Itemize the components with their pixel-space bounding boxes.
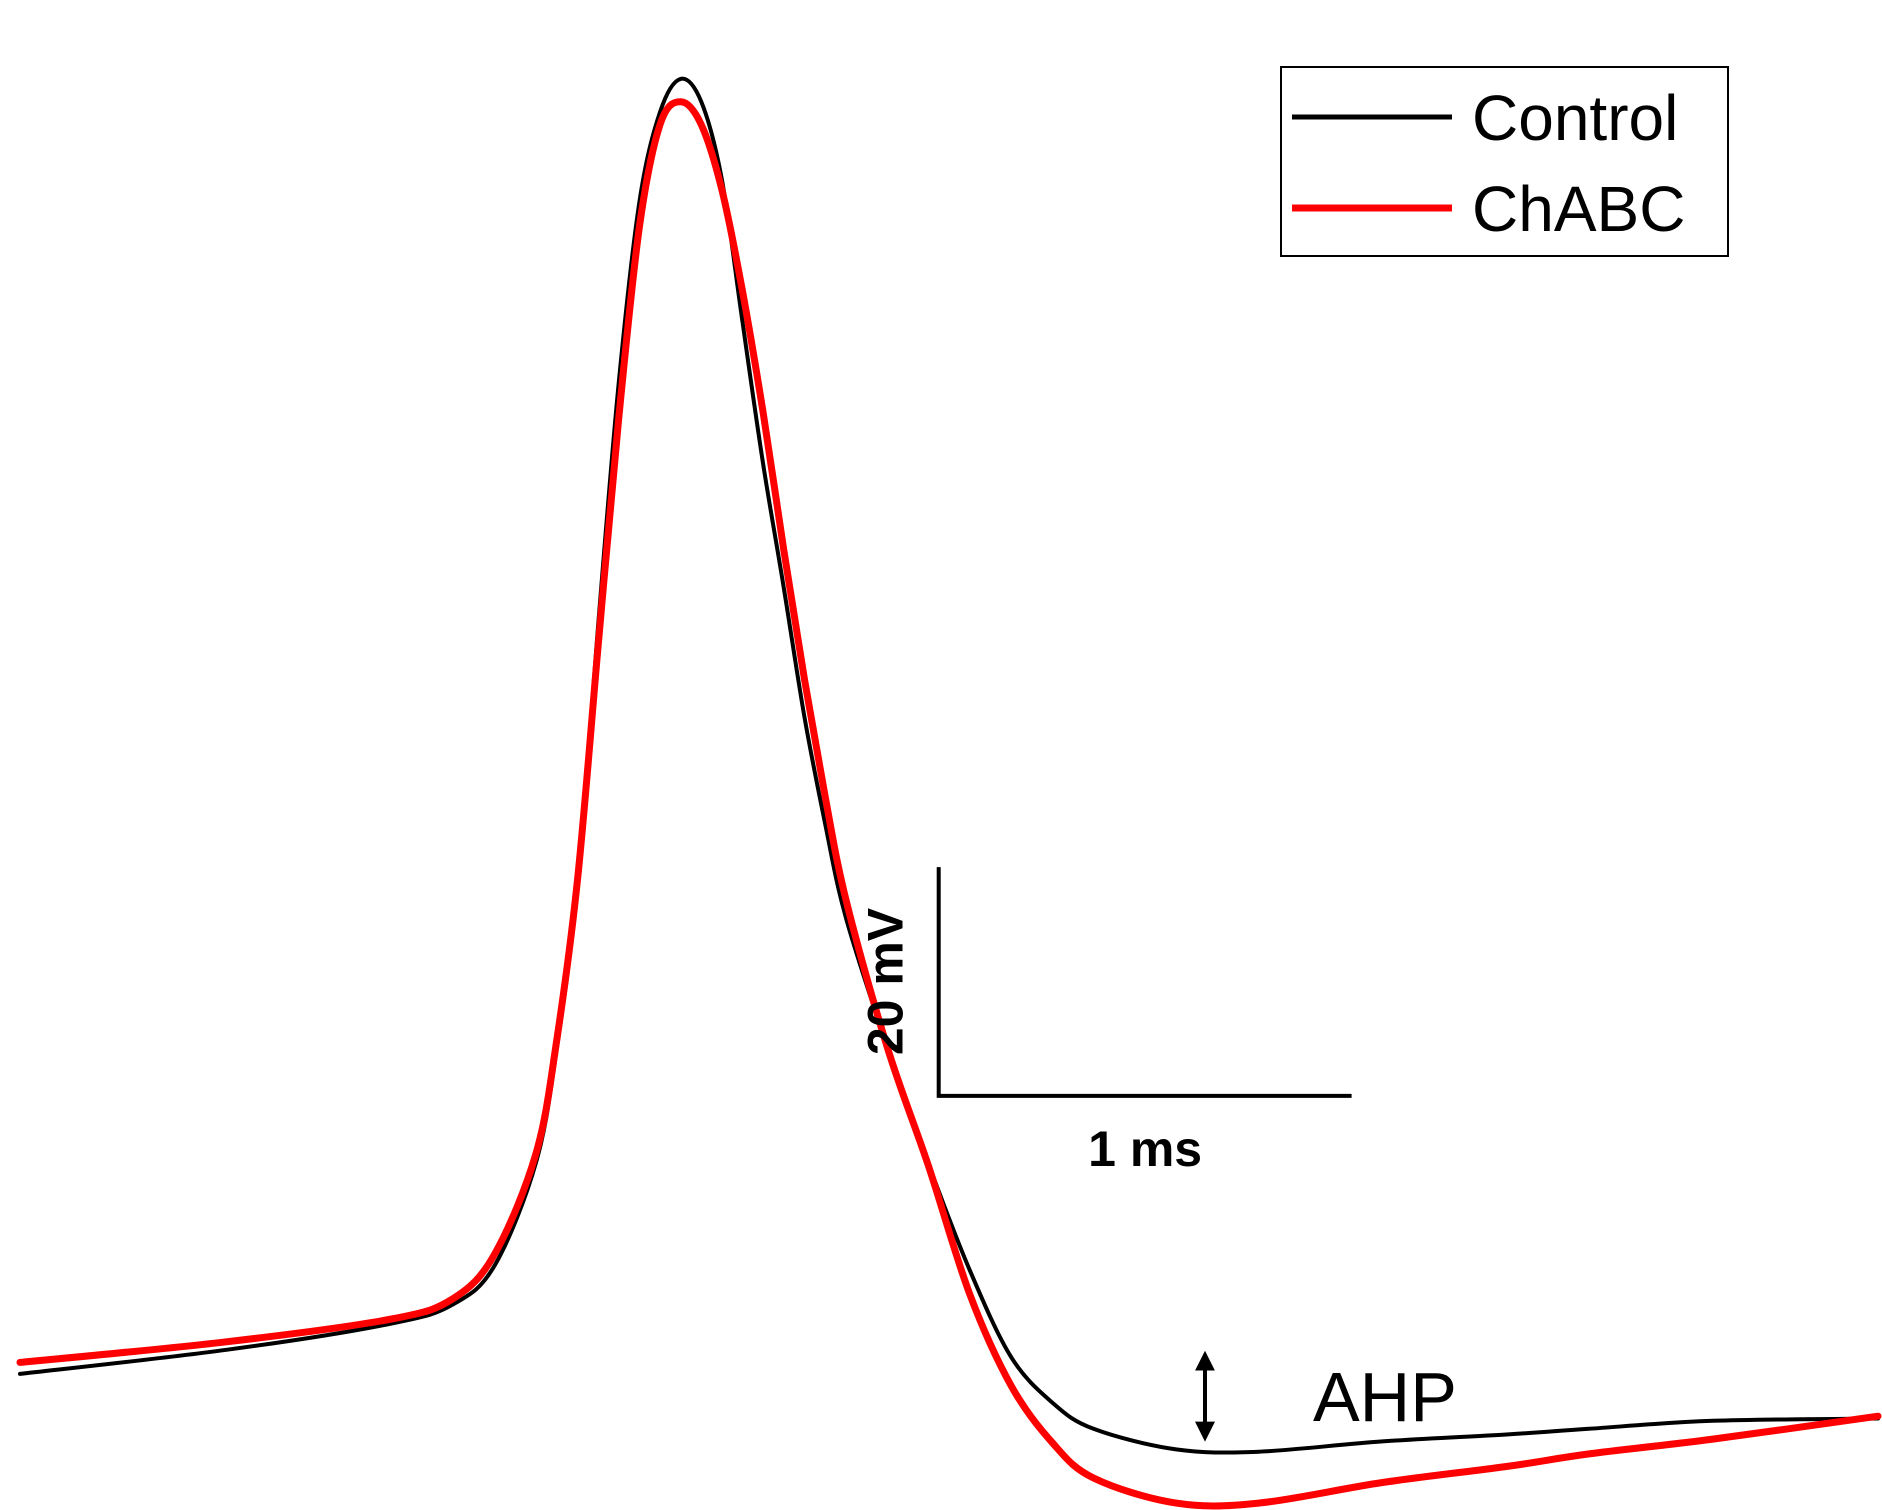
scale-bar-x-label: 1 ms — [1088, 1121, 1202, 1177]
scale-bar-lines — [936, 867, 1352, 1098]
legend-label-control: Control — [1472, 82, 1678, 154]
scale-bar-y-label: 20 mV — [858, 907, 914, 1055]
legend-label-chabc: ChABC — [1472, 173, 1685, 245]
legend-box — [1280, 66, 1729, 257]
series-line-control — [18, 76, 1880, 1455]
series-line-chabc — [16, 98, 1882, 1510]
ahp-annotation: AHP — [1194, 1350, 1457, 1442]
series-layer — [16, 76, 1882, 1510]
scale-bar: 20 mV 1 ms — [858, 867, 1352, 1177]
legend: Control ChABC — [1280, 66, 1729, 257]
ahp-label: AHP — [1313, 1358, 1457, 1436]
